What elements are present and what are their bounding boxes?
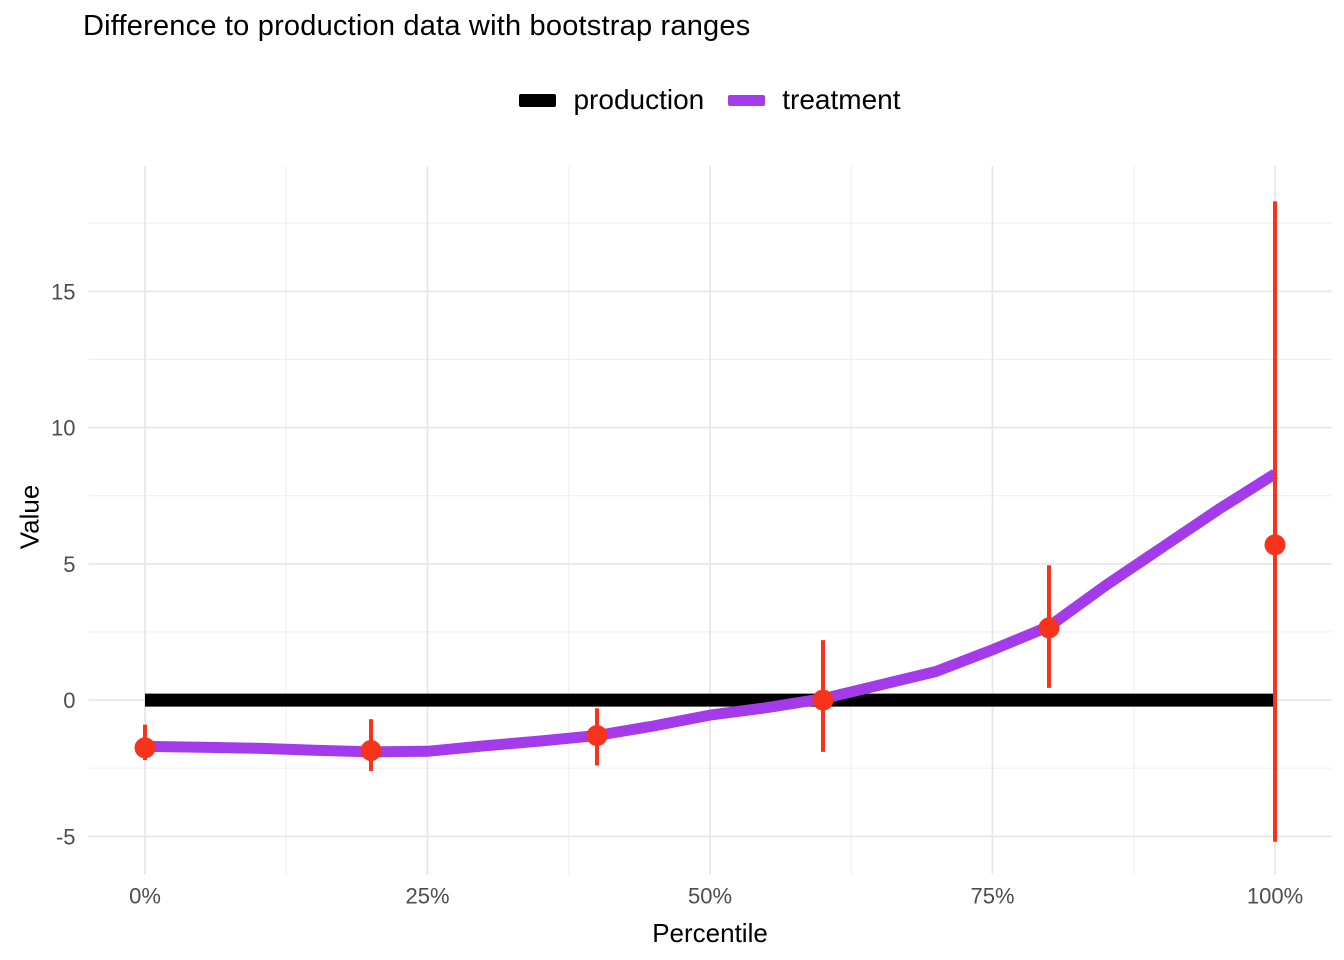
legend-label-production: production [573,84,705,115]
x-tick-label: 50% [688,884,732,909]
legend-label-treatment: treatment [782,84,901,115]
x-tick-label: 75% [970,884,1014,909]
x-axis-title: Percentile [652,918,768,948]
chart-title: Difference to production data with boots… [83,10,751,42]
y-tick-label: -5 [56,824,76,849]
x-tick-label: 25% [405,884,449,909]
y-axis-title: Value [14,484,45,550]
treatment-line-swatch [728,94,766,106]
bootstrap-point [586,725,608,747]
bootstrap-point [1038,617,1060,639]
treatment-line [144,469,1278,758]
production-line-swatch [519,93,557,107]
legend-item-treatment: treatment [728,84,901,116]
x-tick-label: 100% [1247,884,1303,909]
y-tick-label: 15 [51,279,75,304]
y-tick-label: 0 [63,688,75,713]
legend: production treatment [88,81,1332,119]
legend-item-production: production [519,84,704,116]
bootstrap-point [1264,534,1286,556]
x-tick-label: 0% [129,884,161,909]
y-tick-label: 5 [63,552,75,577]
bootstrap-point [812,689,834,711]
bootstrap-point [360,740,382,762]
bootstrap-point [134,737,156,759]
y-tick-label: 10 [51,416,75,441]
